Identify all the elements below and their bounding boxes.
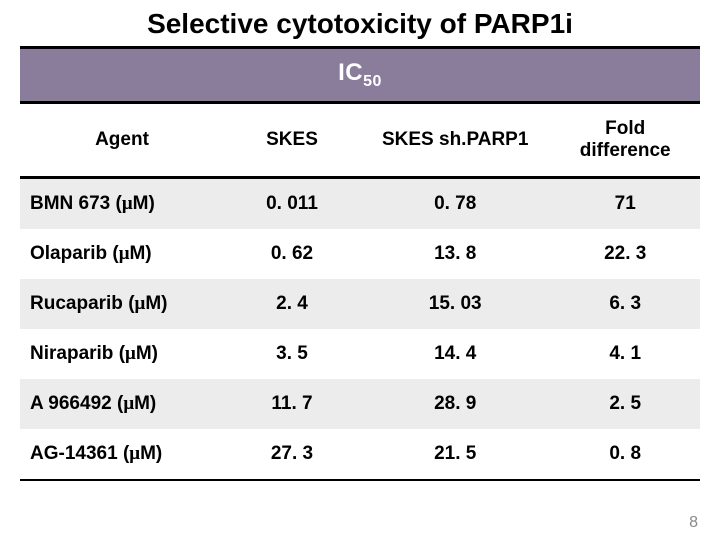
cell-skes-sh: 13. 8 <box>360 229 550 279</box>
ic50-label: IC <box>338 59 363 86</box>
cell-agent: BMN 673 (μM) <box>20 177 224 229</box>
cell-fold: 6. 3 <box>550 279 700 329</box>
cell-fold: 71 <box>550 177 700 229</box>
table-row: BMN 673 (μM)0. 0110. 7871 <box>20 177 700 229</box>
cell-fold: 0. 8 <box>550 429 700 480</box>
cell-fold: 22. 3 <box>550 229 700 279</box>
mu-symbol: μ <box>122 193 133 214</box>
cell-agent: A 966492 (μM) <box>20 379 224 429</box>
ic50-subscript: 50 <box>363 73 382 90</box>
table-row: Niraparib (μM)3. 514. 44. 1 <box>20 329 700 379</box>
cell-fold: 2. 5 <box>550 379 700 429</box>
th-skes-sh: SKES sh.PARP1 <box>360 104 550 178</box>
mu-symbol: μ <box>123 393 134 414</box>
cell-fold: 4. 1 <box>550 329 700 379</box>
table-row: Rucaparib (μM)2. 415. 036. 3 <box>20 279 700 329</box>
cell-agent: Niraparib (μM) <box>20 329 224 379</box>
cell-skes: 27. 3 <box>224 429 360 480</box>
table-body: BMN 673 (μM)0. 0110. 7871Olaparib (μM)0.… <box>20 177 700 480</box>
mu-symbol: μ <box>129 443 140 464</box>
cytotoxicity-table: Agent SKES SKES sh.PARP1 Fold difference… <box>20 104 700 481</box>
table-row: AG-14361 (μM)27. 321. 50. 8 <box>20 429 700 480</box>
slide: Selective cytotoxicity of PARP1i IC50 Ag… <box>0 0 720 540</box>
th-skes: SKES <box>224 104 360 178</box>
slide-title: Selective cytotoxicity of PARP1i <box>20 8 700 40</box>
mu-symbol: μ <box>135 293 146 314</box>
cell-skes-sh: 21. 5 <box>360 429 550 480</box>
cell-agent: Rucaparib (μM) <box>20 279 224 329</box>
th-agent: Agent <box>20 104 224 178</box>
cell-skes-sh: 15. 03 <box>360 279 550 329</box>
cell-skes-sh: 28. 9 <box>360 379 550 429</box>
table-row: A 966492 (μM)11. 728. 92. 5 <box>20 379 700 429</box>
mu-symbol: μ <box>125 343 136 364</box>
cell-skes: 11. 7 <box>224 379 360 429</box>
th-fold: Fold difference <box>550 104 700 178</box>
cell-skes: 2. 4 <box>224 279 360 329</box>
table-row: Olaparib (μM)0. 6213. 822. 3 <box>20 229 700 279</box>
cell-agent: Olaparib (μM) <box>20 229 224 279</box>
cell-skes: 0. 62 <box>224 229 360 279</box>
cell-skes-sh: 0. 78 <box>360 177 550 229</box>
page-number: 8 <box>689 514 698 532</box>
cell-skes-sh: 14. 4 <box>360 329 550 379</box>
cell-skes: 3. 5 <box>224 329 360 379</box>
cell-skes: 0. 011 <box>224 177 360 229</box>
ic50-header-bar: IC50 <box>20 46 700 104</box>
table-header-row: Agent SKES SKES sh.PARP1 Fold difference <box>20 104 700 178</box>
cell-agent: AG-14361 (μM) <box>20 429 224 480</box>
mu-symbol: μ <box>119 243 130 264</box>
table-header: Agent SKES SKES sh.PARP1 Fold difference <box>20 104 700 178</box>
